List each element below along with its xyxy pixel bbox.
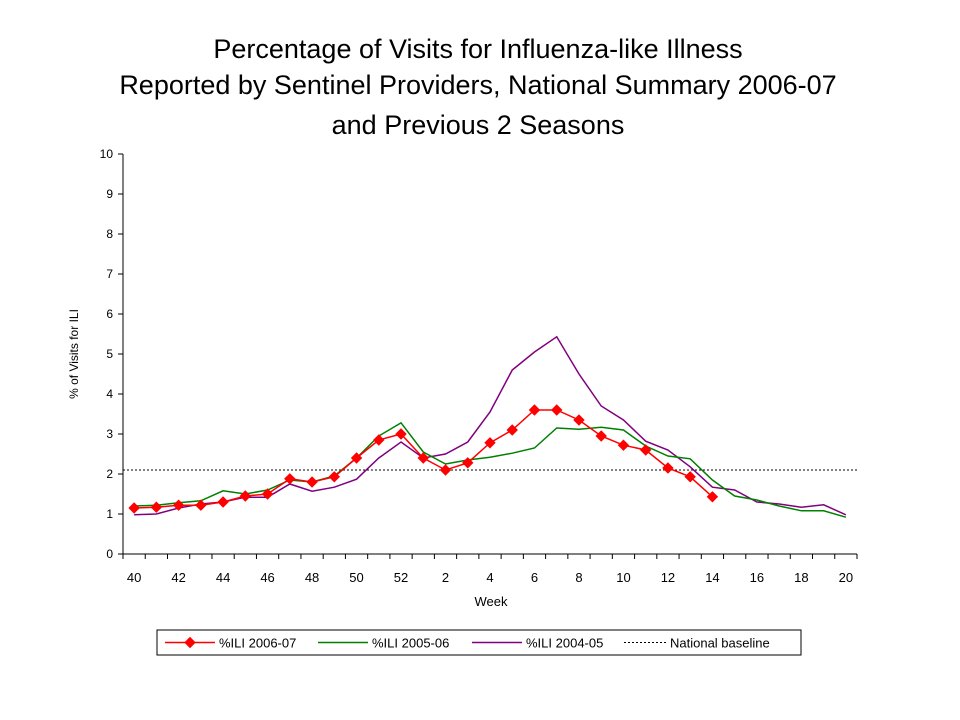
y-tick-label: 6 bbox=[106, 307, 113, 321]
y-tick-label: 10 bbox=[100, 147, 114, 161]
legend-label: National baseline bbox=[670, 636, 770, 651]
x-tick-label: 2 bbox=[442, 570, 449, 585]
x-tick-label: 4 bbox=[486, 570, 493, 585]
marker bbox=[373, 434, 385, 446]
y-tick-label: 1 bbox=[106, 507, 113, 521]
marker bbox=[284, 473, 296, 485]
chart-title: Percentage of Visits for Influenza-like … bbox=[213, 34, 742, 64]
marker bbox=[573, 414, 585, 426]
legend-label: %ILI 2005-06 bbox=[372, 636, 449, 651]
marker bbox=[172, 499, 185, 511]
y-tick-label: 3 bbox=[106, 427, 113, 441]
marker bbox=[306, 476, 318, 488]
marker bbox=[462, 457, 474, 469]
marker bbox=[328, 471, 341, 483]
marker bbox=[239, 490, 252, 502]
marker bbox=[195, 499, 207, 511]
marker bbox=[528, 404, 541, 416]
marker bbox=[395, 428, 407, 440]
y-tick-label: 9 bbox=[106, 187, 113, 201]
x-tick-label: 16 bbox=[750, 570, 764, 585]
x-tick-label: 44 bbox=[216, 570, 230, 585]
marker bbox=[662, 462, 674, 474]
x-tick-label: 40 bbox=[127, 570, 141, 585]
x-tick-label: 14 bbox=[705, 570, 719, 585]
marker bbox=[639, 444, 652, 456]
x-tick-label: 12 bbox=[661, 570, 675, 585]
marker bbox=[184, 636, 196, 649]
y-tick-label: 0 bbox=[106, 547, 113, 561]
marker bbox=[506, 424, 518, 436]
marker bbox=[417, 452, 429, 464]
legend-label: %ILI 2004-05 bbox=[526, 636, 603, 651]
x-tick-label: 48 bbox=[305, 570, 319, 585]
y-tick-label: 2 bbox=[106, 467, 113, 481]
marker bbox=[551, 404, 563, 416]
x-axis-label: Week bbox=[475, 594, 508, 609]
marker bbox=[617, 439, 630, 451]
marker bbox=[128, 502, 140, 514]
marker bbox=[261, 488, 274, 500]
y-tick-label: 5 bbox=[106, 347, 113, 361]
series-line bbox=[134, 335, 847, 516]
y-tick-label: 8 bbox=[106, 227, 113, 241]
marker bbox=[484, 437, 496, 449]
marker bbox=[350, 452, 363, 464]
x-tick-label: 46 bbox=[260, 570, 274, 585]
y-axis-label: % of Visits for ILI bbox=[67, 309, 81, 399]
marker bbox=[439, 464, 452, 476]
x-tick-label: 52 bbox=[394, 570, 408, 585]
x-tick-label: 10 bbox=[616, 570, 630, 585]
chart-title: Reported by Sentinel Providers, National… bbox=[119, 70, 836, 100]
x-tick-label: 50 bbox=[349, 570, 363, 585]
x-tick-label: 18 bbox=[794, 570, 808, 585]
y-tick-label: 7 bbox=[106, 267, 113, 281]
marker bbox=[595, 430, 607, 442]
x-tick-label: 8 bbox=[575, 570, 582, 585]
series-line bbox=[134, 421, 847, 518]
y-tick-label: 4 bbox=[106, 387, 113, 401]
marker bbox=[684, 471, 696, 483]
x-tick-label: 20 bbox=[839, 570, 853, 585]
marker bbox=[217, 496, 229, 508]
marker bbox=[150, 501, 163, 513]
chart-title: and Previous 2 Seasons bbox=[332, 110, 625, 140]
x-tick-label: 42 bbox=[171, 570, 185, 585]
x-tick-label: 6 bbox=[531, 570, 538, 585]
marker bbox=[706, 491, 719, 503]
legend-label: %ILI 2006-07 bbox=[219, 636, 296, 651]
